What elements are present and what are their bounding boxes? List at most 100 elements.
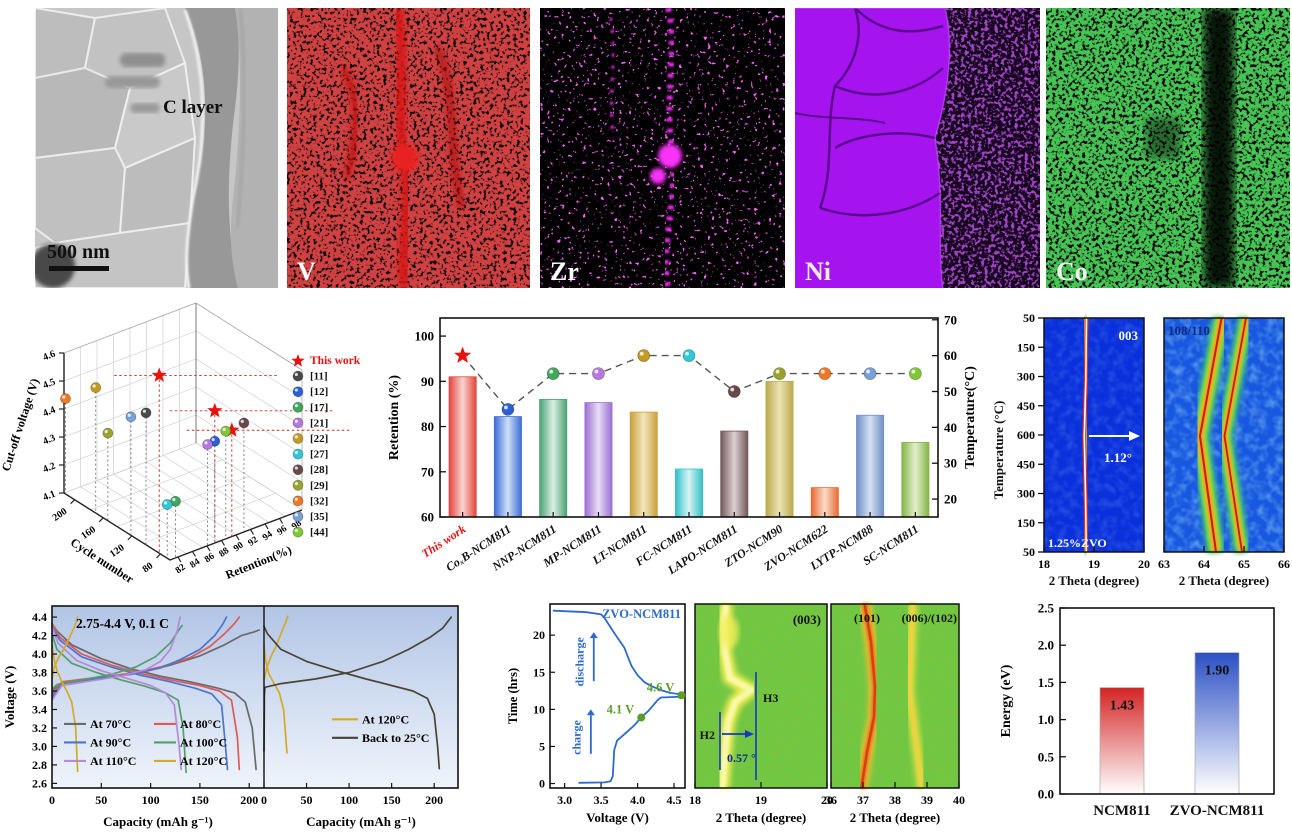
y-tick-label: 96 [276, 524, 290, 538]
bar-4 [629, 411, 658, 518]
left-axis-title: Retention (%) [387, 375, 402, 460]
retention-bars [448, 376, 930, 518]
data-point-sphere [292, 433, 304, 444]
capacity-tick-label: 200 [240, 793, 258, 807]
tem-c-layer-label: C layer [163, 97, 223, 118]
voltage-annotation-dot [677, 691, 686, 700]
z-axis-title: Cut-off voltage (V) [2, 377, 42, 473]
data-point-sphere [546, 367, 560, 380]
tv-x-tick: 4.5 [667, 793, 682, 807]
legend: This work [11] [12] [17] [21] [22] [27] [28] [29… [291, 354, 361, 539]
temp-tick-label: 50 [1023, 545, 1035, 559]
legend-star [291, 354, 305, 367]
tv-frame [549, 603, 686, 789]
data-point-sphere [292, 386, 304, 398]
data-curve [51, 622, 257, 771]
data-point-sphere [102, 427, 114, 439]
data-curve [263, 616, 453, 752]
right-tick-label: 40 [944, 420, 957, 435]
legend-label: At 120°C [362, 712, 409, 726]
data-point-sphere [501, 403, 515, 416]
left-tick-label: 80 [421, 419, 434, 434]
data-point-sphere [292, 448, 304, 460]
tv-y-tick: 10 [533, 702, 545, 716]
legend-label: At 120°C [180, 754, 227, 768]
theta-tick-label: 18 [1038, 557, 1050, 571]
data-point-sphere [637, 349, 651, 362]
energy-category-label: NCM811 [1093, 803, 1151, 819]
y-axis-title: Voltage (V) [2, 666, 17, 729]
this-work-star [207, 402, 223, 418]
voltage-tick-label: 4.0 [32, 647, 47, 661]
chart-frame [51, 605, 459, 789]
data-point-sphere [238, 417, 250, 429]
h3-label: H3 [763, 691, 778, 705]
eds-ni-label: Ni [805, 257, 831, 286]
insitu-x-label-1: 2 Theta (degree) [1049, 573, 1140, 588]
data-point-sphere [292, 417, 304, 429]
capacity-tick-label: 200 [425, 793, 443, 807]
theta-tick: 36 [825, 793, 837, 807]
z-tick-label: 4.5 [41, 377, 57, 392]
tv-x-tick: 4.0 [630, 793, 645, 807]
legend-label: At 110°C [90, 754, 136, 768]
legend-label: [29] [310, 480, 328, 492]
temp-tick-label: 450 [1017, 399, 1035, 413]
capacity-tick-label: 0 [49, 793, 55, 807]
tem-image: C layer 500 nm [31, 6, 278, 289]
temp-tick-label: 450 [1017, 457, 1035, 471]
bar-3 [584, 402, 613, 518]
charge-label: charge [570, 720, 584, 755]
energy-bar-value: 1.43 [1110, 699, 1135, 714]
peak-label-101: (101) [854, 611, 880, 625]
cd-curves [51, 615, 453, 774]
xrd-map-003: H2 H3 0.57 ° (003) [694, 603, 828, 789]
legend-label: [12] [310, 386, 328, 398]
tv-x-tick: 3.5 [594, 793, 609, 807]
theta-tick: 37 [857, 793, 869, 807]
left-tick-label: 60 [421, 510, 434, 525]
eds-map-zr-panel: Zr [540, 7, 785, 289]
x-tick-label: 200 [51, 506, 70, 524]
z-tick-label: 4.4 [41, 405, 57, 420]
data-point-sphere [592, 367, 605, 380]
insitu-x-label-2: 2 Theta (degree) [1179, 573, 1270, 588]
data-curve [51, 616, 79, 680]
shift-value-057: 0.57 ° [727, 751, 756, 765]
tv-y-tick: 5 [539, 739, 545, 753]
legend-label: This work [310, 355, 361, 367]
insitu-xrd-heatmaps: 1.12° 003 1.25%ZVO 108/110 Temperature (… [991, 311, 1290, 588]
data-point-sphere [161, 499, 173, 510]
z-tick-label: 4.2 [41, 461, 57, 476]
peak-label-003: 003 [1119, 328, 1139, 343]
data-point-sphere [90, 382, 102, 393]
voltage-tick-label: 2.6 [32, 776, 47, 790]
data-point-sphere [292, 495, 304, 507]
bar-0 [448, 376, 477, 518]
data-point-sphere [220, 425, 232, 437]
right-tick-label: 60 [944, 348, 957, 363]
projection-lines [65, 374, 352, 559]
data-point-sphere [909, 367, 922, 380]
legend-label: [17] [310, 402, 328, 414]
voltage-tick-label: 3.4 [32, 702, 47, 716]
temperature-series [454, 346, 922, 416]
capacity-tick-label: 100 [142, 793, 160, 807]
tv-y-tick: 15 [533, 665, 545, 679]
capacity-tick-label: 100 [340, 793, 358, 807]
scatter-points [60, 367, 250, 510]
eds-map-v: V [287, 7, 530, 289]
insitu-y-label: Temperature (°C) [992, 401, 1006, 500]
theta-tick: 19 [755, 793, 767, 807]
bar-5 [675, 468, 703, 518]
theta-tick-label: 19 [1088, 557, 1100, 571]
energy-bar-0 [1099, 687, 1145, 795]
theta-tick: 39 [921, 793, 933, 807]
insitu-xrd-temp-panel: 1.12° 003 1.25%ZVO 108/110 Temperature (… [991, 300, 1292, 590]
energy-tick-label: 2.5 [1038, 601, 1055, 616]
right-tick-label: 30 [944, 456, 957, 471]
eds-map-v-panel: V [287, 7, 530, 289]
